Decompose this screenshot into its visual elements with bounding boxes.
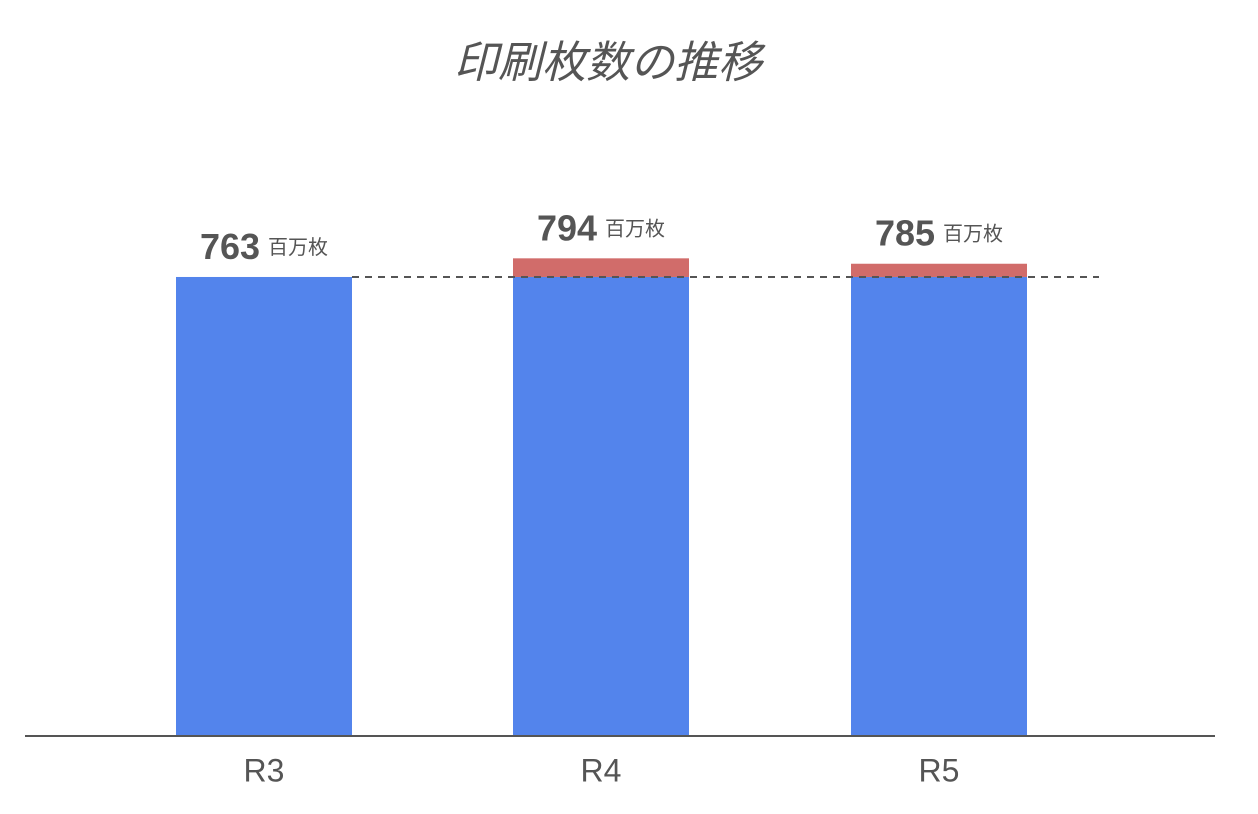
data-label-unit: 百万枚 xyxy=(943,223,1003,246)
data-label-unit: 百万枚 xyxy=(605,218,665,241)
x-tick-label: R4 xyxy=(581,752,622,788)
bar-segment xyxy=(851,263,1027,277)
data-label-value: 763 xyxy=(200,225,260,266)
chart-title: 印刷枚数の推移 xyxy=(454,39,766,88)
bar-segment xyxy=(176,276,352,736)
x-tick-label: R5 xyxy=(919,752,960,788)
data-label: 794 百万枚 xyxy=(537,207,665,248)
data-label-value: 794 xyxy=(537,207,597,248)
bar-segment xyxy=(513,276,689,736)
data-label: 785 百万枚 xyxy=(875,212,1003,253)
bar-segment xyxy=(513,258,689,277)
data-label: 763 百万枚 xyxy=(200,225,328,266)
x-tick-label: R3 xyxy=(244,752,285,788)
data-label-unit: 百万枚 xyxy=(268,236,328,259)
data-label-value: 785 xyxy=(875,212,935,253)
bar-segment xyxy=(851,276,1027,736)
